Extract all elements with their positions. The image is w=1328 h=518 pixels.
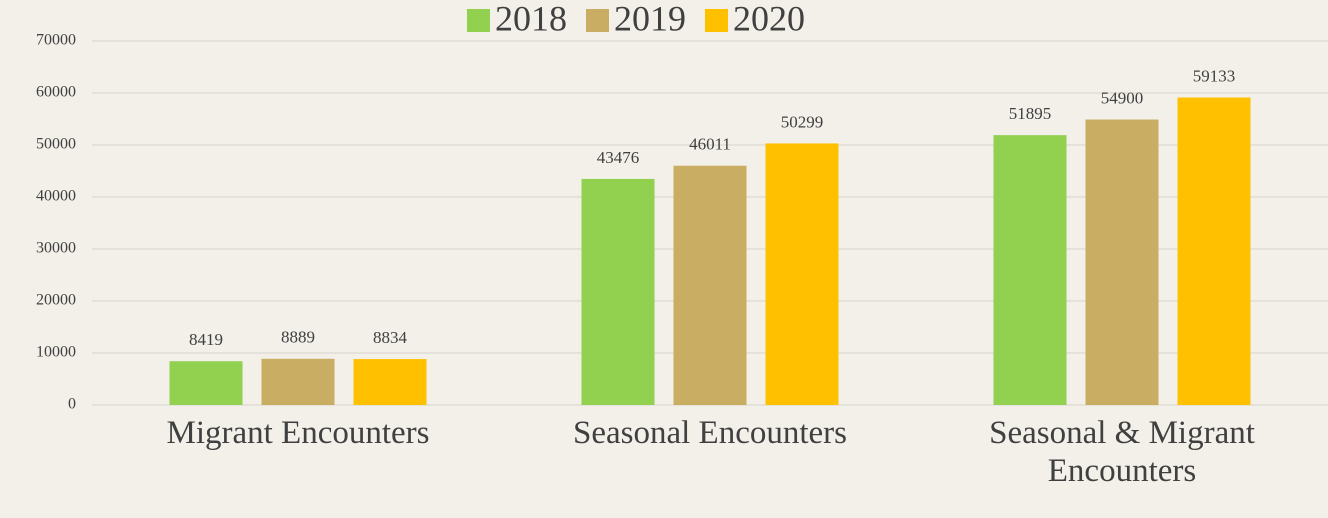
y-tick-label: 40000 — [36, 188, 76, 205]
bar — [1085, 119, 1159, 406]
bar — [673, 165, 747, 405]
data-label: 43476 — [597, 148, 640, 167]
y-tick-label: 70000 — [36, 32, 76, 49]
legend-label: 2020 — [733, 0, 805, 38]
data-label: 59133 — [1193, 66, 1236, 85]
y-tick-label: 30000 — [36, 240, 76, 257]
legend-swatch — [586, 9, 609, 32]
legend-swatch — [467, 9, 490, 32]
bar — [261, 358, 335, 405]
data-label: 8889 — [281, 328, 315, 347]
x-tick-label: Seasonal Encounters — [572, 415, 847, 451]
data-label: 50299 — [781, 112, 824, 131]
bar — [993, 135, 1067, 405]
y-tick-label: 50000 — [36, 136, 76, 153]
data-label: 8419 — [189, 330, 223, 349]
data-label: 46011 — [689, 135, 731, 154]
bar — [765, 143, 839, 406]
legend-swatch — [705, 9, 728, 32]
bar — [581, 178, 655, 405]
x-tick-label: Migrant Encounters — [166, 415, 430, 451]
y-tick-label: 10000 — [36, 344, 76, 361]
y-tick-label: 0 — [68, 396, 76, 413]
legend-label: 2018 — [495, 0, 567, 38]
data-label: 8834 — [373, 328, 408, 347]
legend-label: 2019 — [614, 0, 686, 38]
x-tick-label: Seasonal & Migrant Encounters — [989, 415, 1255, 489]
y-tick-label: 20000 — [36, 292, 76, 309]
bar — [169, 361, 243, 405]
data-label: 51895 — [1009, 104, 1052, 123]
bar — [353, 359, 427, 405]
y-tick-label: 60000 — [36, 84, 76, 101]
bar — [1177, 97, 1251, 406]
data-label: 54900 — [1101, 88, 1144, 107]
